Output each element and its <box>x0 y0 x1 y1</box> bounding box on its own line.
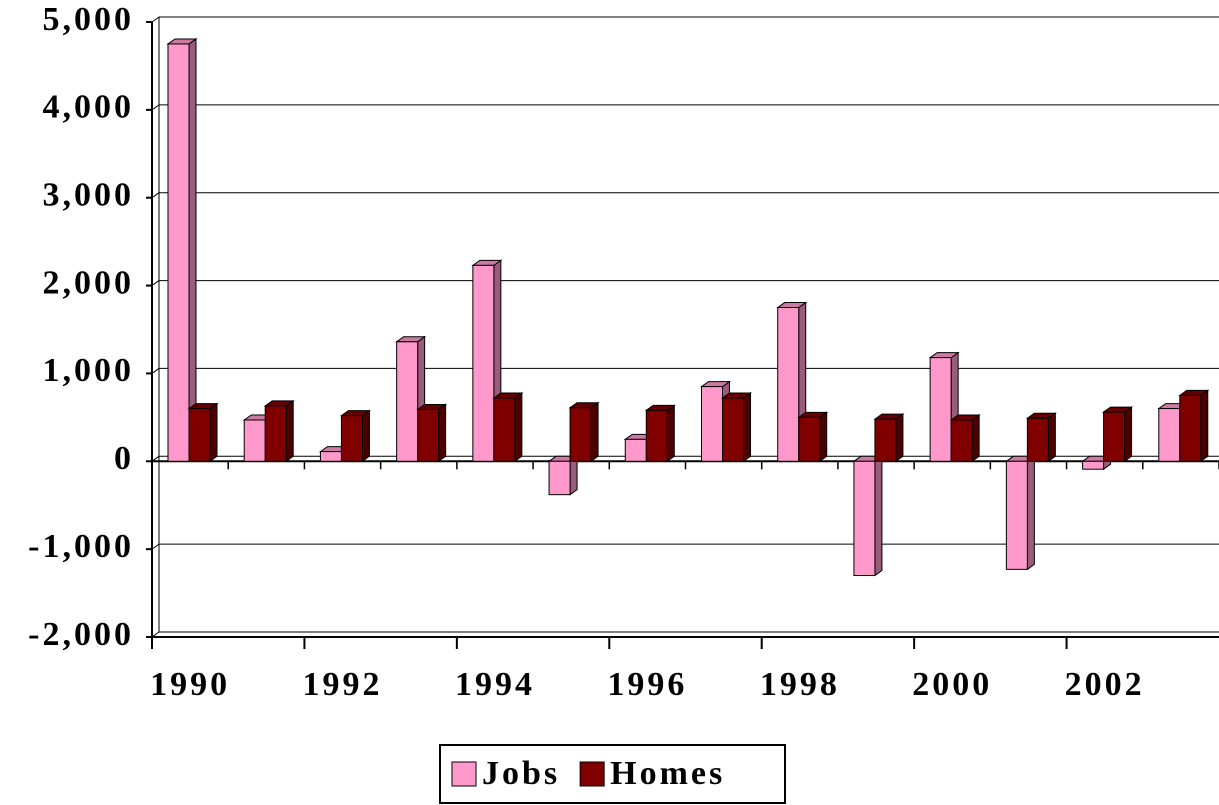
bar-side <box>1047 412 1056 463</box>
bar <box>396 341 419 462</box>
y-tick-label: 4,000 <box>43 89 135 126</box>
legend-swatch <box>579 761 605 787</box>
bar <box>472 264 495 462</box>
bar-side <box>1200 389 1209 463</box>
bar <box>1103 411 1126 462</box>
bar-side <box>971 414 980 463</box>
bar-side <box>874 455 883 577</box>
bar-side <box>1026 455 1035 571</box>
bar-side <box>743 392 751 463</box>
bar <box>929 357 952 462</box>
x-tick-label: 2000 <box>912 666 992 703</box>
y-tick-label: -2,000 <box>28 616 134 653</box>
y-tick-label: 3,000 <box>43 177 135 214</box>
y-tick-label: -1,000 <box>28 528 134 565</box>
bar <box>548 460 571 496</box>
bar <box>950 419 973 462</box>
legend-label: Jobs <box>482 755 560 792</box>
legend-box <box>439 744 786 804</box>
x-tick-label: 1990 <box>150 666 230 703</box>
grid-floor <box>151 543 160 550</box>
bar <box>243 419 266 462</box>
grid-floor <box>151 192 160 199</box>
bar <box>722 397 744 462</box>
bar-side <box>569 455 578 496</box>
legend-label: Homes <box>610 755 725 792</box>
y-tick-label: 5,000 <box>43 1 135 38</box>
bar <box>167 43 190 462</box>
bar <box>874 418 897 462</box>
x-tick-label: 1998 <box>760 666 840 703</box>
bar <box>701 386 723 462</box>
bar-side <box>514 392 523 463</box>
x-tick-label: 2002 <box>1065 666 1145 703</box>
bar <box>340 415 363 462</box>
bar <box>645 409 668 462</box>
bar <box>493 397 516 462</box>
x-tick-label: 1996 <box>607 666 687 703</box>
grid-floor <box>151 280 160 286</box>
bar <box>624 438 647 462</box>
x-tick-label: 1994 <box>455 666 535 703</box>
grid-floor <box>151 368 160 374</box>
bar-side <box>666 404 675 463</box>
bar-side <box>819 411 828 463</box>
bar <box>319 451 342 462</box>
bar-side <box>361 409 370 463</box>
bar-side <box>438 403 447 463</box>
bar <box>853 460 876 576</box>
bar <box>777 307 800 462</box>
grid-floor <box>151 104 160 111</box>
bar-side <box>188 37 197 463</box>
bar <box>264 405 287 462</box>
y-tick-label: 2,000 <box>43 264 135 301</box>
legend-swatch <box>451 761 477 787</box>
bar-side <box>285 399 294 463</box>
bar-side <box>590 401 599 463</box>
y-tick-label: 1,000 <box>43 352 135 389</box>
bar <box>798 416 821 462</box>
bar <box>1082 460 1105 470</box>
bar-side <box>895 413 904 463</box>
legend: Jobs Homes <box>439 744 786 804</box>
bar <box>569 407 592 462</box>
bar-side <box>209 402 218 463</box>
bar <box>1026 417 1049 462</box>
bar <box>1158 408 1181 462</box>
bar <box>188 408 211 462</box>
bar-side <box>1124 406 1133 463</box>
bar <box>417 408 440 462</box>
grid-floor <box>151 16 160 23</box>
bar <box>1005 460 1028 570</box>
x-tick-label: 1992 <box>303 666 383 703</box>
y-tick-label: 0 <box>114 440 134 477</box>
bar <box>1179 394 1202 462</box>
